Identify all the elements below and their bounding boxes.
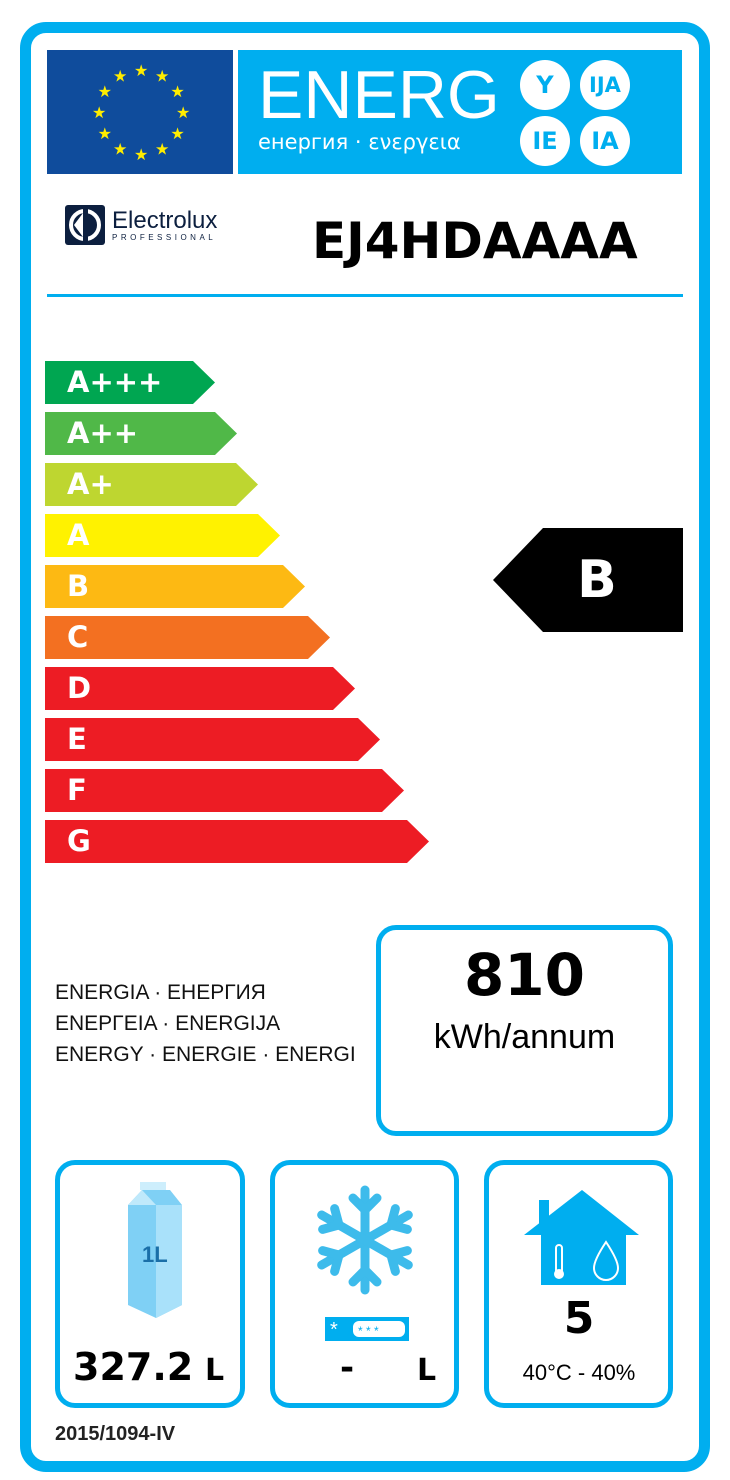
scale-bar-aplus: A+: [45, 463, 258, 506]
svg-text:* * *: * * *: [358, 1324, 379, 1338]
frozen-volume-value: -: [340, 1348, 355, 1388]
eu-star: ★: [170, 126, 184, 143]
brand-logo: Electrolux PROFESSIONAL: [65, 205, 217, 245]
eu-star: ★: [155, 69, 169, 86]
energy-label-line: ΕΝΕΡΓΕΙΑ · ENERGIJA: [55, 1012, 281, 1035]
frozen-volume-unit: L: [417, 1353, 437, 1388]
scale-bar-d: D: [45, 667, 355, 710]
label-frame: [20, 22, 710, 1472]
freezer-star-rating-icon: * * * *: [325, 1317, 409, 1341]
suffix-ija: IJA: [580, 60, 630, 110]
energy-banner: ENERG енергия · ενεργεια Y IJA IE IA: [238, 50, 682, 174]
scale-bar-g: G: [45, 820, 429, 863]
energy-languages: ENERGIA · ЕНЕРГИЯ ΕΝΕΡΓΕΙΑ · ENERGIJA EN…: [55, 977, 356, 1070]
chilled-volume-box: 1L 327.2 L: [55, 1160, 245, 1408]
scale-bar-f: F: [45, 769, 404, 812]
eu-flag: ★ ★ ★ ★ ★ ★ ★ ★ ★ ★ ★ ★: [47, 50, 233, 174]
electrolux-logo-icon: [65, 205, 105, 245]
suffix-ie: IE: [520, 116, 570, 166]
brand-tagline: PROFESSIONAL: [112, 232, 217, 242]
eu-star: ★: [98, 84, 112, 101]
model-number: EJ4HDAAAA: [312, 212, 638, 270]
regulation-reference: 2015/1094-IV: [55, 1423, 176, 1445]
climate-class-value: 5: [563, 1293, 595, 1344]
eu-star: ★: [134, 147, 148, 164]
suffix-y: Y: [520, 60, 570, 110]
energy-word: ENERG: [258, 57, 500, 133]
eu-star: ★: [170, 84, 184, 101]
brand-name: Electrolux: [112, 206, 218, 234]
eu-stars-icon: ★ ★★★★★★★★★★★: [92, 63, 190, 164]
eu-star: ★: [92, 105, 106, 122]
scale-bar-a: A: [45, 514, 280, 557]
consumption-unit: kWh/annum: [433, 1018, 616, 1056]
scale-bar-c: C: [45, 616, 330, 659]
climate-conditions: 40°C - 40%: [522, 1360, 636, 1385]
chilled-volume-value: 327.2: [73, 1345, 194, 1389]
energy-label-line: ENERGY · ENERGIE · ENERGI: [55, 1043, 356, 1066]
eu-star: ★: [155, 141, 169, 158]
snowflake-icon: [317, 1185, 413, 1295]
scale-bar-e: E: [45, 718, 380, 761]
eu-star: ★: [98, 126, 112, 143]
suffix-ia: IA: [580, 116, 630, 166]
house-climate-icon: [524, 1190, 639, 1285]
frozen-volume-box: * * * * - L: [270, 1160, 459, 1408]
eu-star: ★: [113, 141, 127, 158]
carton-label: 1L: [142, 1242, 168, 1267]
energy-label-line: ENERGIA · ЕНЕРГИЯ: [55, 981, 266, 1004]
chilled-volume-unit: L: [205, 1353, 225, 1388]
climate-class-box: 5 40°C - 40%: [484, 1160, 673, 1408]
scale-bar-aplusplus: A++: [45, 412, 237, 455]
scale-bar-b: B: [45, 565, 305, 608]
consumption-value: 810: [463, 941, 586, 1009]
milk-carton-icon: 1L: [128, 1182, 182, 1318]
divider: [47, 294, 683, 297]
scale-bar-aplusplusplus: A+++: [45, 361, 215, 404]
svg-text:*: *: [330, 1319, 338, 1341]
energy-subtitle: енергия · ενεργεια: [258, 130, 461, 154]
eu-star: ★: [113, 69, 127, 86]
eu-star: ★: [134, 63, 148, 80]
consumption-box: 810 kWh/annum: [376, 925, 673, 1136]
eu-star: ★: [176, 105, 190, 122]
